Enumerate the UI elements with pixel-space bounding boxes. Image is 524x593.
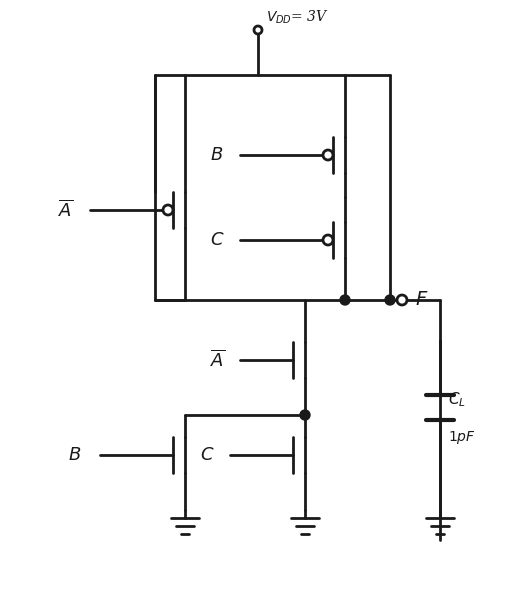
Text: $B$: $B$ xyxy=(210,146,223,164)
Text: $1pF$: $1pF$ xyxy=(448,429,476,447)
Circle shape xyxy=(254,26,262,34)
Text: $C$: $C$ xyxy=(210,231,224,249)
Circle shape xyxy=(323,150,333,160)
Text: $C$: $C$ xyxy=(200,446,214,464)
Circle shape xyxy=(323,235,333,245)
Text: $V_{DD}$= 3V: $V_{DD}$= 3V xyxy=(266,9,329,26)
Circle shape xyxy=(300,410,310,420)
Text: $C_L$: $C_L$ xyxy=(448,391,466,409)
Circle shape xyxy=(397,295,407,305)
Text: $\overline{A}$: $\overline{A}$ xyxy=(58,200,73,221)
Circle shape xyxy=(385,295,395,305)
Circle shape xyxy=(340,295,350,305)
Text: $\overline{A}$: $\overline{A}$ xyxy=(210,350,225,371)
Circle shape xyxy=(163,205,173,215)
Text: $F$: $F$ xyxy=(415,291,429,309)
Text: $B$: $B$ xyxy=(68,446,81,464)
